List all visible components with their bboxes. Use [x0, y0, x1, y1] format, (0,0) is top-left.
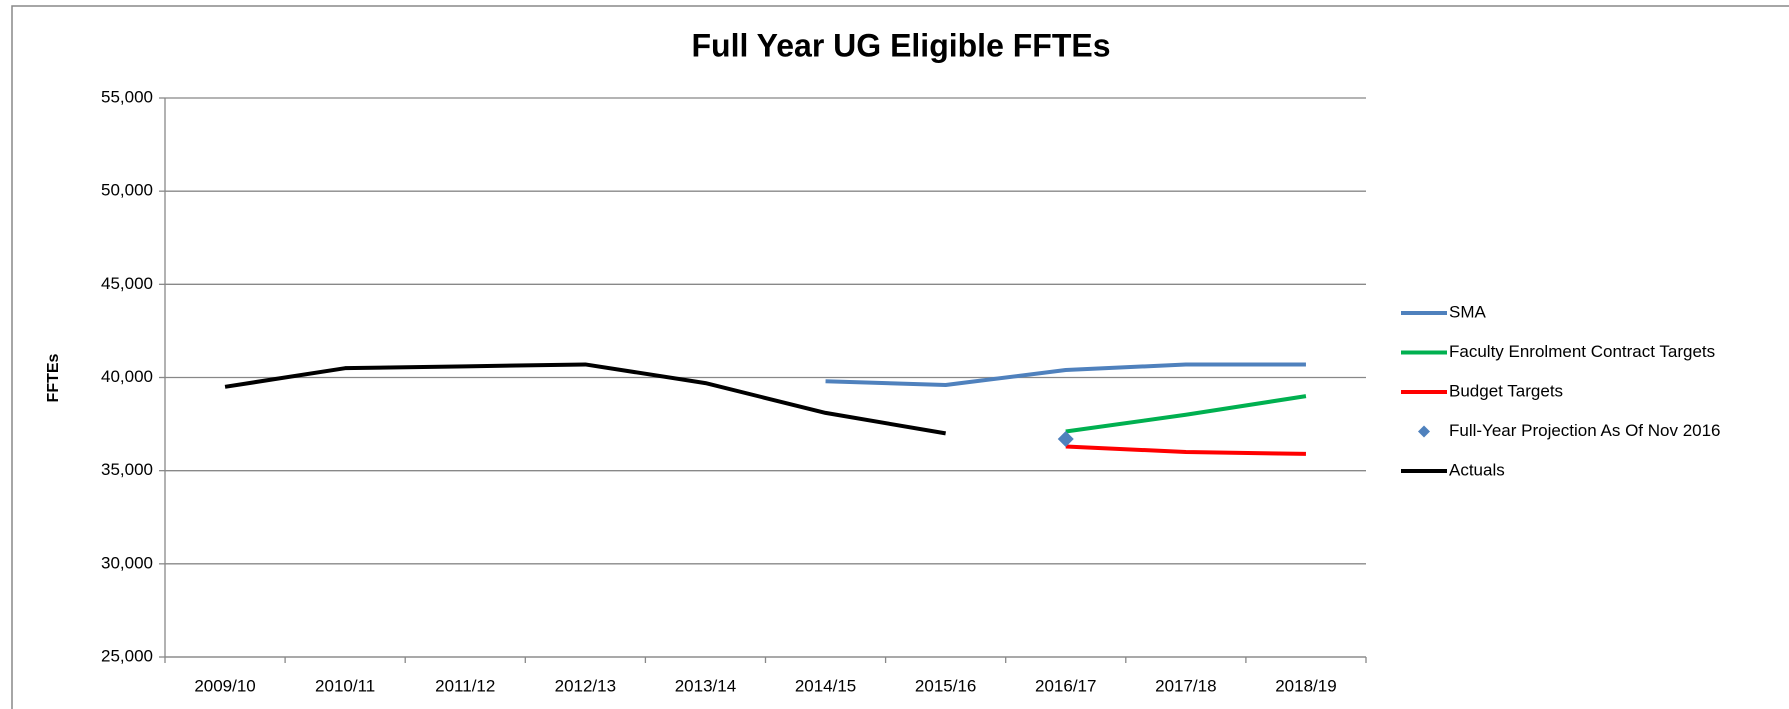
chart-frame	[11, 5, 1789, 709]
legend-label: Actuals	[1449, 460, 1505, 479]
y-tick-label: 50,000	[101, 181, 153, 200]
legend-swatch	[1418, 425, 1430, 438]
x-tick-label: 2013/14	[675, 676, 736, 695]
line	[1065, 444, 1306, 456]
y-tick-label: 55,000	[101, 87, 153, 106]
y-axis-label: FFTEs	[45, 353, 62, 402]
x-tick-label: 2009/10	[194, 676, 255, 695]
x-tick-label: 2014/15	[795, 676, 856, 695]
y-tick-label: 45,000	[101, 274, 153, 293]
legend-label: Faculty Enrolment Contract Targets	[1449, 342, 1715, 361]
legend-label: Full-Year Projection As Of Nov 2016	[1449, 421, 1721, 440]
legend-label: SMA	[1449, 302, 1487, 321]
x-tick-label: 2017/18	[1155, 676, 1216, 695]
marker	[1057, 430, 1074, 447]
x-tick-label: 2012/13	[555, 676, 616, 695]
line	[224, 362, 946, 436]
line	[1065, 394, 1307, 434]
legend-label: Budget Targets	[1449, 381, 1563, 400]
x-tick-label: 2018/19	[1275, 676, 1336, 695]
y-tick-label: 35,000	[101, 460, 153, 479]
x-tick-label: 2016/17	[1035, 676, 1096, 695]
y-tick-label: 40,000	[101, 367, 153, 386]
line	[825, 362, 1306, 387]
x-tick-label: 2010/11	[315, 676, 375, 695]
y-tick-label: 25,000	[101, 646, 153, 665]
chart-title: Full Year UG Eligible FFTEs	[691, 27, 1110, 63]
x-tick-label: 2015/16	[915, 676, 976, 695]
y-tick-label: 30,000	[101, 553, 153, 572]
x-tick-label: 2011/12	[435, 676, 495, 695]
